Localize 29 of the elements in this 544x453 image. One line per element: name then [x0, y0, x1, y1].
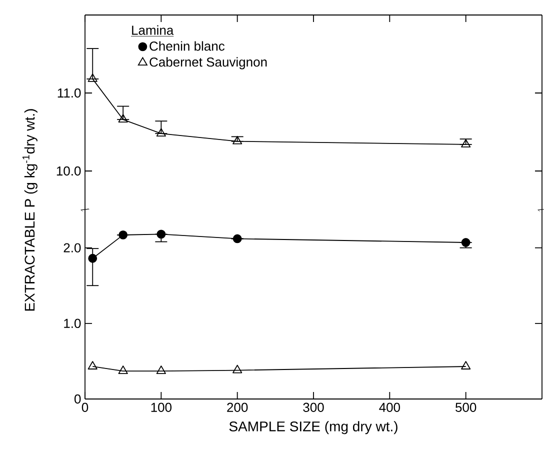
point	[88, 361, 98, 370]
text: Chenin blanc	[150, 41, 225, 51]
y-tick-label: 11.0	[58, 88, 81, 98]
x-tick-label: 300	[303, 402, 324, 412]
legend-label: Cabernet Sauvignon	[150, 57, 267, 70]
point	[461, 361, 471, 370]
point	[232, 234, 242, 244]
y-axis-title: EXTRACTABLE P (g kg$^{-1}$dry wt.)	[22, 109, 38, 311]
point	[118, 366, 128, 374]
point	[88, 254, 98, 263]
x-tick-label: 100	[151, 402, 172, 412]
point	[156, 366, 166, 374]
x-axis-title: SAMPLE SIZE (mg dry wt.)	[229, 421, 398, 434]
y-tick-label: 0	[74, 394, 81, 404]
point	[88, 74, 98, 82]
x-tick-label: 400	[379, 402, 400, 412]
y-tick-label: 1.0	[64, 318, 81, 328]
y-tick-label: 10.0	[56, 166, 81, 176]
x-tick-label: 500	[456, 402, 476, 412]
legend-title: Lamina	[132, 25, 174, 35]
point	[232, 364, 242, 374]
point	[156, 230, 166, 239]
point	[232, 136, 242, 144]
x-tick-label: 200	[227, 402, 248, 412]
point	[118, 230, 128, 240]
y-tick-label: 2.0	[64, 243, 81, 252]
point	[118, 114, 128, 122]
point	[156, 128, 166, 137]
x-tick-label: 0	[82, 402, 88, 412]
